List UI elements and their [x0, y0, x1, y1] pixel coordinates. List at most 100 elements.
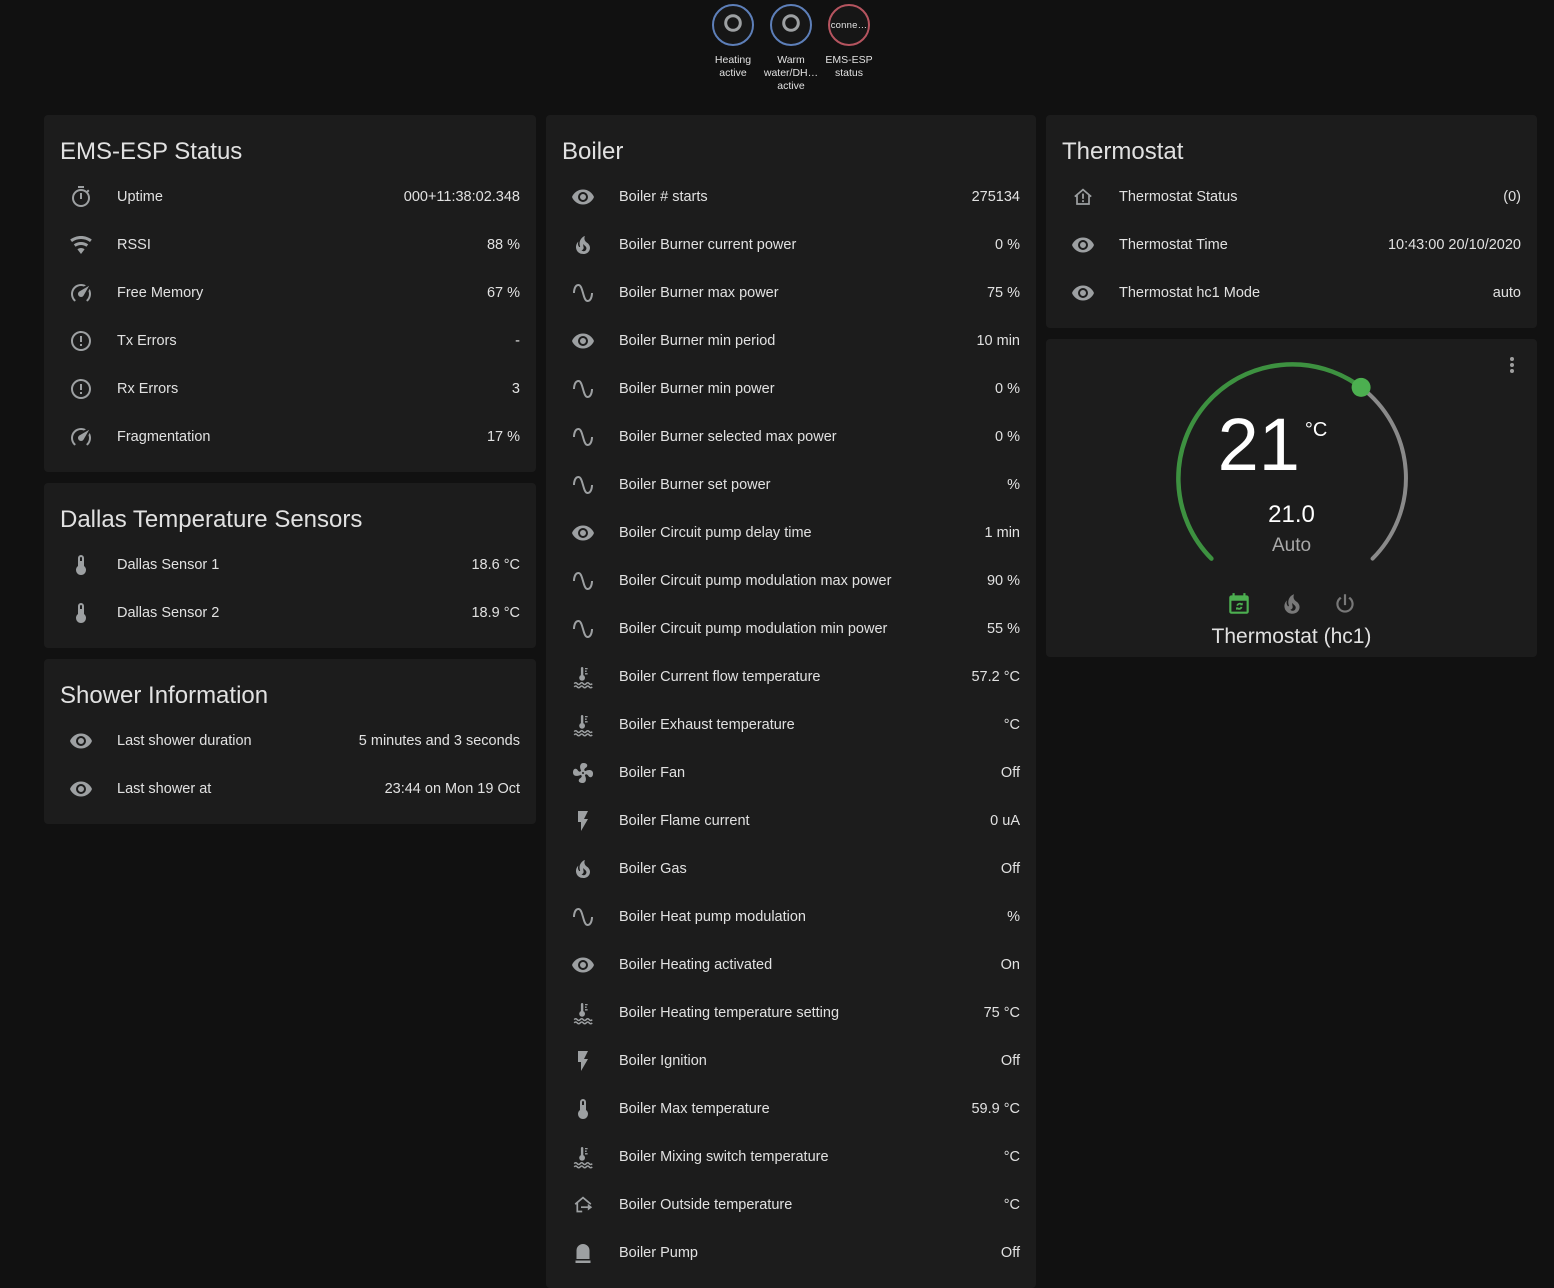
- flash-icon: [571, 1049, 595, 1073]
- entity-label: Boiler Circuit pump delay time: [619, 525, 812, 541]
- badge-ems-esp-status[interactable]: conne… EMS-ESP status: [820, 4, 878, 93]
- entity-label: Last shower duration: [117, 733, 252, 749]
- coolant-thermometer-icon: [571, 665, 595, 689]
- entity-label: Boiler Circuit pump modulation min power: [619, 621, 888, 637]
- coolant-thermometer-icon: [571, 713, 595, 737]
- entity-row[interactable]: Boiler Burner min period 10 min: [546, 317, 1036, 365]
- entity-value: %: [1007, 477, 1020, 493]
- eye-icon: [1071, 281, 1095, 305]
- fan-icon: [571, 761, 595, 785]
- entity-value: 75 %: [986, 285, 1020, 301]
- entity-row[interactable]: Boiler Current flow temperature 57.2 °C: [546, 653, 1036, 701]
- entity-label: Tx Errors: [117, 333, 177, 349]
- entity-row[interactable]: Boiler Heating activated On: [546, 941, 1036, 989]
- entity-row[interactable]: Tx Errors -: [44, 317, 536, 365]
- entity-row[interactable]: Boiler Heat pump modulation%: [546, 893, 1036, 941]
- card-boiler: Boiler Boiler # starts 275134 Boiler Burne…: [546, 115, 1036, 1288]
- entity-row[interactable]: Thermostat Status (0): [1046, 173, 1537, 221]
- entity-value: 75 °C: [983, 1005, 1020, 1021]
- temperature-unit: °C: [1304, 419, 1328, 441]
- sine-wave-icon: [571, 569, 595, 593]
- entity-row[interactable]: Boiler Max temperature 59.9 °C: [546, 1085, 1036, 1133]
- pump-icon: [571, 1241, 595, 1265]
- entity-row[interactable]: Boiler Fan Off: [546, 749, 1036, 797]
- entity-row[interactable]: Dallas Sensor 2 18.9 °C: [44, 589, 536, 637]
- entity-label: Boiler Ignition: [619, 1053, 707, 1069]
- entity-row[interactable]: Boiler Outside temperature °C: [546, 1181, 1036, 1229]
- entity-value: 0 %: [995, 237, 1020, 253]
- entity-row[interactable]: Boiler Pump Off: [546, 1229, 1036, 1277]
- entity-label: Free Memory: [117, 285, 204, 301]
- entity-value: °C: [1003, 1197, 1020, 1213]
- entity-row[interactable]: Last shower at 23:44 on Mon 19 Oct: [44, 765, 536, 813]
- badge-label: Warm water/DH… active: [763, 54, 819, 92]
- entity-row[interactable]: Boiler Exhaust temperature °C: [546, 701, 1036, 749]
- badge-heating-active[interactable]: Heating active: [704, 4, 762, 93]
- sine-wave-icon: [571, 281, 595, 305]
- entity-row[interactable]: Boiler Ignition Off: [546, 1037, 1036, 1085]
- entity-value: 10 min: [976, 333, 1020, 349]
- entity-label: Boiler Pump: [619, 1245, 698, 1261]
- thermostat-entity-name: Thermostat (hc1): [1211, 625, 1372, 648]
- entity-row[interactable]: Dallas Sensor 1 18.6 °C: [44, 541, 536, 589]
- entity-value: °C: [1003, 717, 1020, 733]
- eye-icon: [571, 953, 595, 977]
- entity-label: Boiler Flame current: [619, 813, 750, 829]
- eye-icon: [69, 729, 93, 753]
- dashboard: EMS-ESP Status Uptime 000+11:38:02.348 RSS…: [44, 115, 1537, 1288]
- entity-value: 67 %: [486, 285, 520, 301]
- mode-off-button[interactable]: [1332, 591, 1358, 617]
- card-title-shower: Shower Information: [60, 682, 269, 709]
- entity-row[interactable]: Uptime 000+11:38:02.348: [44, 173, 536, 221]
- entity-row[interactable]: Boiler Burner selected max power 0 %: [546, 413, 1036, 461]
- entity-label: Dallas Sensor 1: [117, 557, 220, 573]
- sine-wave-icon: [571, 377, 595, 401]
- entity-row[interactable]: RSSI 88 %: [44, 221, 536, 269]
- entity-value: -: [515, 333, 520, 349]
- entity-row[interactable]: Thermostat hc1 Mode auto: [1046, 269, 1537, 317]
- kebab-menu-icon[interactable]: [1500, 353, 1524, 377]
- entity-row[interactable]: Rx Errors 3: [44, 365, 536, 413]
- coolant-thermometer-icon: [571, 1001, 595, 1025]
- entity-row[interactable]: Boiler Heating temperature setting 75 °C: [546, 989, 1036, 1037]
- entity-row[interactable]: Boiler Flame current 0 uA: [546, 797, 1036, 845]
- entity-row[interactable]: Boiler Mixing switch temperature °C: [546, 1133, 1036, 1181]
- card-title-thermostat: Thermostat: [1062, 138, 1184, 165]
- entity-row[interactable]: Boiler Circuit pump delay time 1 min: [546, 509, 1036, 557]
- entity-row[interactable]: Boiler Burner min power 0 %: [546, 365, 1036, 413]
- mode-heat-button[interactable]: [1279, 591, 1305, 617]
- entity-row[interactable]: Boiler Circuit pump modulation max power…: [546, 557, 1036, 605]
- entity-value: °C: [1003, 1149, 1020, 1165]
- entity-row[interactable]: Thermostat Time 10:43:00 20/10/2020: [1046, 221, 1537, 269]
- sine-wave-icon: [571, 617, 595, 641]
- entity-row[interactable]: Boiler Gas Off: [546, 845, 1036, 893]
- entity-row[interactable]: Last shower duration 5 minutes and 3 seco…: [44, 717, 536, 765]
- badge-row: Heating active Warm water/DH… active conne…: [704, 4, 878, 93]
- entity-label: RSSI: [117, 237, 151, 253]
- entity-value: 10:43:00 20/10/2020: [1387, 237, 1521, 253]
- entity-row[interactable]: Boiler Burner current power 0 %: [546, 221, 1036, 269]
- badge-ems-esp-status-circle: conne…: [828, 4, 870, 46]
- badge-warm-water-dhw-active[interactable]: Warm water/DH… active: [762, 4, 820, 93]
- entity-row[interactable]: Free Memory 67 %: [44, 269, 536, 317]
- entity-row[interactable]: Boiler # starts 275134: [546, 173, 1036, 221]
- card-title-boiler: Boiler: [562, 138, 624, 165]
- column-right: Thermostat Thermostat Status (0) Thermosta…: [1046, 115, 1537, 657]
- entity-value: 55 %: [986, 621, 1020, 637]
- entity-row[interactable]: Boiler Circuit pump modulation min power…: [546, 605, 1036, 653]
- entity-value: 90 %: [986, 573, 1020, 589]
- entity-value: 1 min: [984, 525, 1020, 541]
- entity-value: 0 %: [995, 429, 1020, 445]
- entity-label: Boiler Heat pump modulation: [619, 909, 806, 925]
- thermostat-dial-arc[interactable]: [1157, 343, 1427, 589]
- entity-row[interactable]: Fragmentation 17 %: [44, 413, 536, 461]
- entity-label: Boiler Gas: [619, 861, 687, 877]
- entity-row[interactable]: Boiler Burner max power 75 %: [546, 269, 1036, 317]
- entity-label: Thermostat Status: [1119, 189, 1238, 205]
- entity-row[interactable]: Boiler Burner set power%: [546, 461, 1036, 509]
- entity-label: Boiler Mixing switch temperature: [619, 1149, 829, 1165]
- entity-label: Thermostat Time: [1119, 237, 1228, 253]
- mode-auto-button[interactable]: [1226, 591, 1252, 617]
- entity-value: 0 uA: [990, 813, 1020, 829]
- entity-label: Thermostat hc1 Mode: [1119, 285, 1261, 301]
